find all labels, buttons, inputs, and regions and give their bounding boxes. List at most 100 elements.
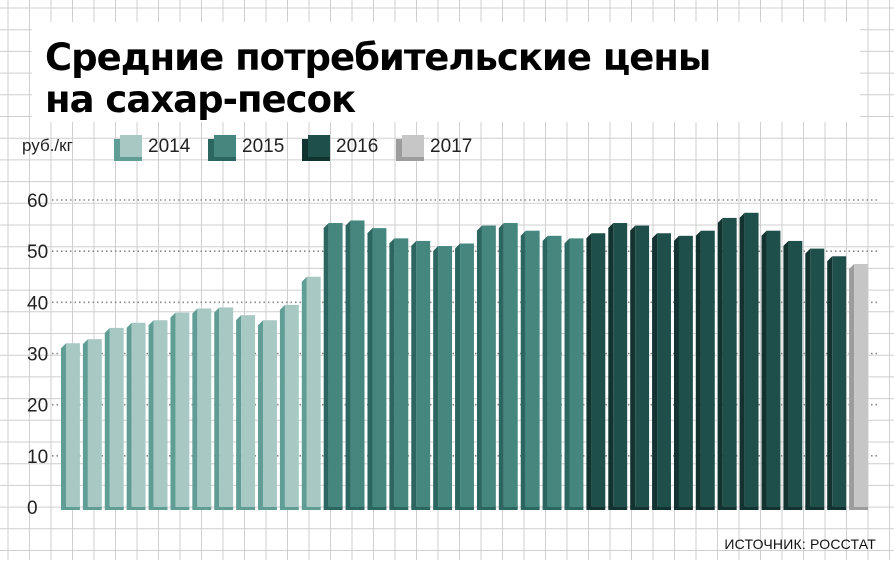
legend-label-2017: 2017 [430,136,473,157]
bar-2015-24 [564,238,584,510]
bar-front [854,263,868,507]
bar-side [520,230,526,507]
bar-front [284,304,299,507]
bar-front [744,212,759,507]
bar-side [236,315,242,507]
bar-side [542,235,548,508]
bar-side [739,212,745,507]
bar-side [498,223,504,507]
y-tick-label: 60 [27,191,48,212]
bar-base [849,506,868,510]
bar-side [564,238,570,507]
bar-base [389,506,409,510]
bar-side [805,248,811,507]
bar-base [411,506,431,510]
bar-2016-26 [608,223,628,510]
bar-2016-28 [652,233,671,510]
bar-side [61,343,66,507]
bar-front [328,223,343,507]
bar-2016-35 [805,248,825,510]
bar-front [569,238,584,507]
bar-front [460,243,474,507]
bar-base [476,506,496,510]
bar-2016-33 [761,230,781,510]
bar-base [148,506,168,510]
bar-base [367,506,387,510]
bar-2015-16 [389,238,409,510]
bar-2014-8 [214,307,234,510]
bar-base [652,506,671,510]
bar-2016-27 [630,225,650,510]
bar-base [608,506,628,510]
bar-side [389,238,395,507]
bar-2015-17 [411,240,431,510]
bar-side [411,240,417,507]
bar-base [673,506,693,510]
bar-front [547,235,562,508]
bar-front [613,223,628,507]
bar-base [258,506,277,510]
bar-base [783,506,803,510]
bar-base [717,506,737,510]
bar-side [695,230,701,507]
bar-2014-5 [148,320,168,510]
legend-swatch-2017 [396,135,424,161]
bar-base [498,506,518,510]
bar-side [104,327,110,507]
bar-base [761,506,781,510]
bar-base [630,506,650,510]
bar-2015-23 [542,235,562,510]
bar-base [739,506,759,510]
bar-side [126,322,132,507]
bar-side [673,235,679,508]
bar-2015-20 [476,225,496,510]
bar-base [455,506,474,510]
bar-side [608,223,614,507]
bar-2014-12 [301,276,321,510]
bar-side [214,307,220,507]
bar-front [306,276,321,507]
bar-side [279,304,285,507]
legend-swatch-2015 [208,135,236,161]
bar-2016-32 [739,212,759,510]
bar-base [61,506,80,510]
legend-label-2016: 2016 [336,136,379,157]
bar-side [717,217,723,508]
bar-front [832,256,847,507]
bar-2016-30 [695,230,715,510]
bar-side [148,320,154,507]
bar-front [678,235,693,508]
bar-front [700,230,715,507]
bar-base [236,506,256,510]
bar-side [476,225,482,508]
bar-side [258,320,264,507]
bar-front [481,225,496,508]
bar-side [345,220,351,507]
bar-base [126,506,146,510]
bar-2016-36 [827,256,847,510]
bar-base [586,506,606,510]
bar-base [695,506,715,510]
bar-side [761,230,767,507]
bar-base [827,506,847,510]
bar-2016-25 [586,233,606,510]
title-box [32,22,860,122]
bar-front [263,320,277,507]
y-tick-label: 30 [27,345,48,366]
bar-front [153,320,168,507]
bar-front [591,233,606,507]
bar-side [367,228,373,507]
bar-2015-14 [345,220,365,510]
bar-base [301,506,321,510]
bar-side [783,240,789,507]
bar-base [345,506,365,510]
bar-2016-31 [717,217,737,510]
bar-2015-22 [520,230,540,510]
bar-2015-21 [498,223,518,510]
bar-front [372,228,387,507]
chart-title-line1: Средние потребительские цены [45,36,711,79]
bar-base [82,506,102,510]
bar-2016-29 [673,235,693,510]
bar-front [525,230,540,507]
